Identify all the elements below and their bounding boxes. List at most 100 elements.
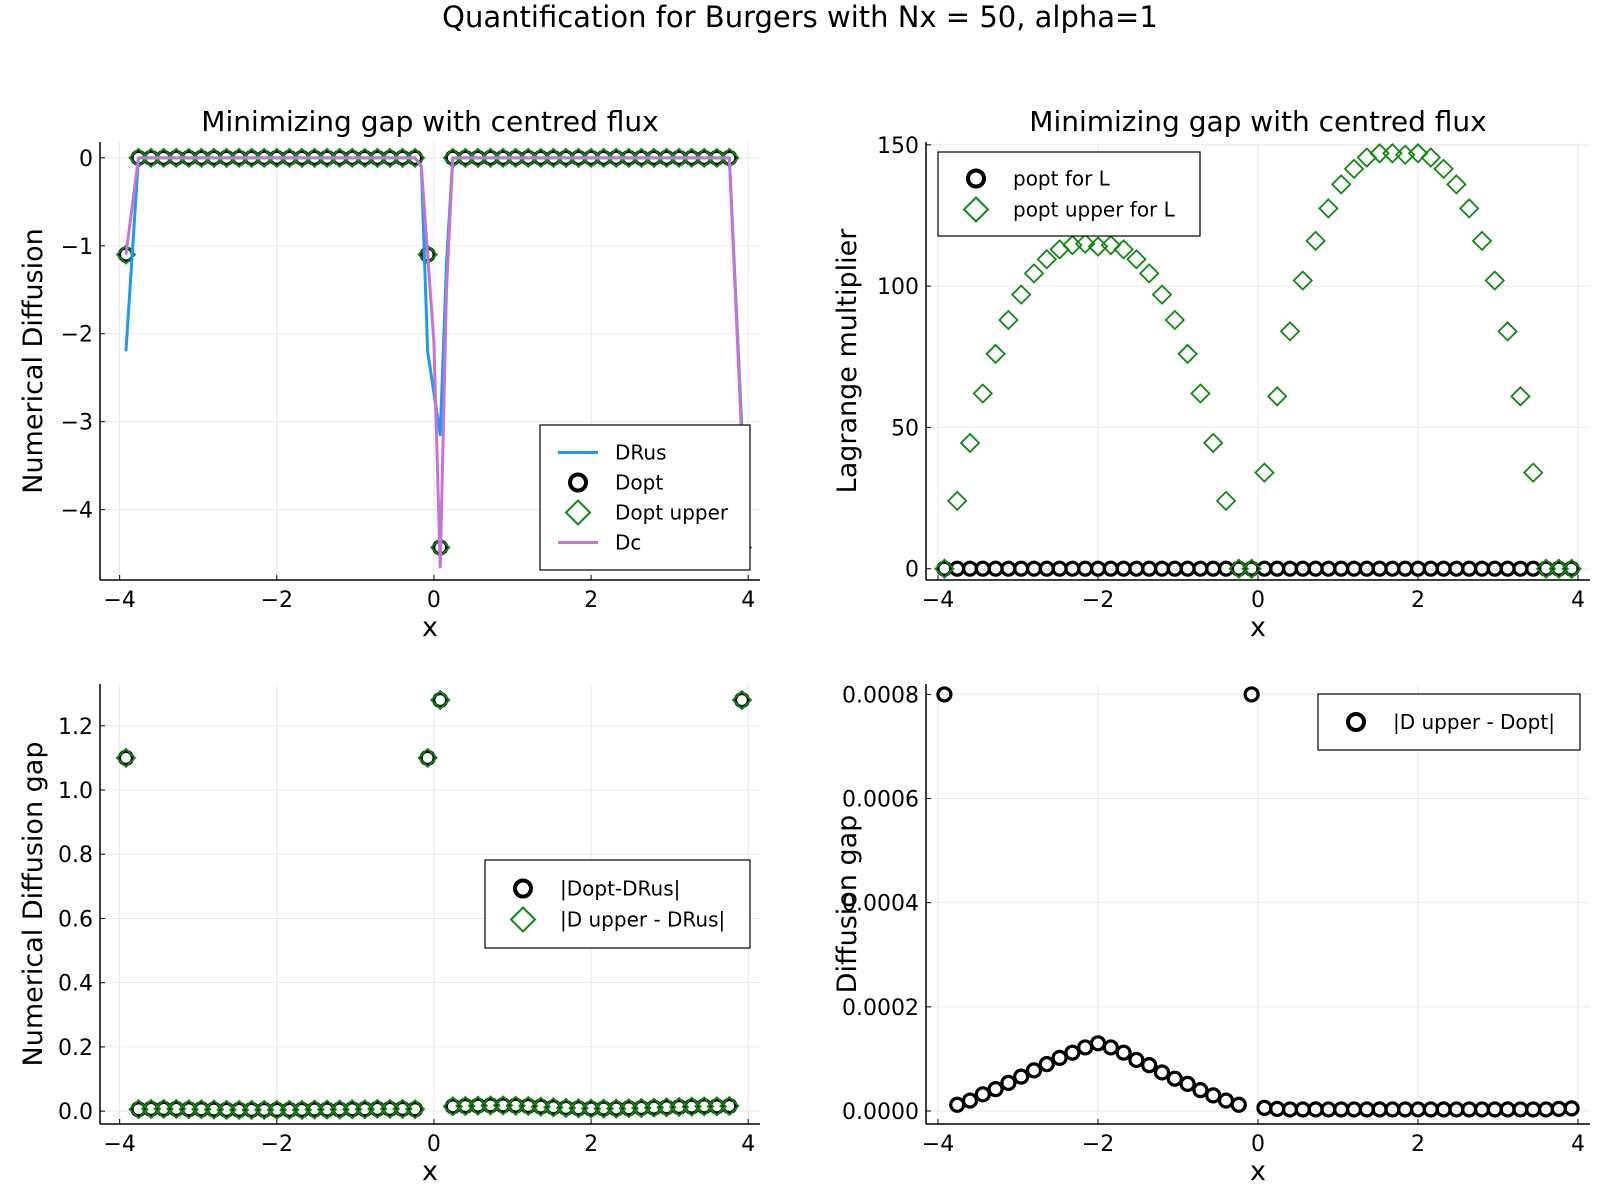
x-tick-label: −2	[261, 588, 293, 613]
y-tick-label: 50	[891, 416, 919, 441]
x-axis-label: x	[422, 1156, 438, 1187]
series-popt-upper-for-l-point	[1138, 263, 1160, 284]
series-d-upper-dopt-point	[1000, 1074, 1017, 1091]
series-popt-upper-for-l-point	[1074, 233, 1096, 255]
legend-label: |Dopt-DRus|	[560, 877, 680, 901]
y-axis-label: Numerical Diffusion gap	[18, 742, 49, 1067]
x-tick-label: −4	[922, 1132, 954, 1157]
series-popt-upper-for-l-point	[1151, 284, 1173, 305]
y-tick-label: 0.8	[58, 843, 93, 868]
series-d-upper-drus-point	[731, 689, 753, 711]
legend-label: popt upper for L	[1013, 198, 1176, 222]
x-tick-label: 2	[1411, 1132, 1425, 1157]
series-d-upper-dopt-point	[1115, 1044, 1132, 1061]
legend-box	[937, 151, 1201, 237]
series-d-upper-drus-point	[429, 689, 451, 711]
series-dopt-drus-point	[721, 1097, 738, 1115]
y-tick-label: 0.0000	[842, 1100, 919, 1125]
y-tick-label: 1.2	[58, 715, 93, 740]
legend-circle-icon	[1346, 712, 1366, 732]
series-d-upper-drus-point	[115, 747, 137, 769]
legend-circle-icon	[513, 878, 533, 899]
y-tick-label: −1	[61, 235, 93, 260]
chart-data-layer	[934, 143, 1582, 579]
series-d-upper-dopt-point	[1077, 1039, 1094, 1056]
y-tick-label: 0.4	[58, 972, 93, 997]
chart-legend: |Dopt-DRus| |D upper - DRus|	[484, 859, 751, 949]
legend-label: Dopt	[615, 471, 663, 495]
x-tick-label: 2	[584, 1132, 598, 1157]
series-d-upper-dopt-point	[1371, 1101, 1388, 1118]
series-popt-upper-for-l-point	[1036, 248, 1058, 270]
series-popt-upper-for-l-point	[1010, 284, 1032, 305]
series-popt-upper-for-l-point	[1420, 147, 1442, 168]
series-d-upper-dopt-point	[1499, 1101, 1516, 1118]
series-dc-line	[124, 156, 744, 569]
series-d-upper-dopt-point	[1358, 1101, 1375, 1118]
y-tick-label: 150	[877, 134, 919, 159]
series-d-upper-dopt-point	[1128, 1051, 1145, 1069]
legend-diamond-icon	[564, 499, 592, 526]
series-d-upper-dopt-point	[1051, 1049, 1068, 1066]
series-popt-upper-for-l-point	[1484, 270, 1506, 291]
x-axis-label: x	[1250, 612, 1266, 643]
y-tick-label: 0.0	[58, 1100, 93, 1125]
series-d-upper-dopt-point	[936, 686, 953, 703]
y-tick-label: 0.0002	[842, 996, 919, 1021]
series-dopt-drus-point	[733, 691, 751, 709]
series-d-upper-dopt-point	[1550, 1100, 1567, 1117]
x-tick-label: 4	[1571, 1132, 1585, 1157]
series-popt-upper-for-l-point	[1343, 158, 1365, 180]
series-popt-upper-for-l-point	[1279, 321, 1301, 342]
series-d-upper-dopt-point	[1537, 1101, 1555, 1118]
legend-box	[1317, 693, 1581, 751]
series-popt-upper-for-l-point	[946, 490, 968, 512]
series-popt-for-l-point	[1563, 560, 1580, 577]
y-axis-label: Numerical Diffusion	[18, 228, 49, 494]
y-tick-label: 0.6	[58, 907, 93, 932]
series-popt-upper-for-l-point	[1433, 158, 1454, 180]
series-d-upper-dopt-point	[1294, 1101, 1311, 1118]
series-d-upper-dopt-point	[1333, 1101, 1350, 1118]
series-popt-upper-for-l-point	[1522, 462, 1544, 483]
series-popt-upper-for-l-point	[1100, 234, 1122, 256]
y-tick-label: 0.0008	[842, 683, 919, 708]
series-d-upper-drus-point	[719, 1095, 740, 1117]
series-dopt-drus-point	[432, 691, 449, 709]
series-popt-upper-for-l-point	[1382, 143, 1403, 164]
series-popt-upper-for-l-point	[1497, 321, 1518, 342]
series-dopt-drus-point	[117, 749, 135, 766]
y-tick-label: 0	[79, 147, 93, 172]
chart-panel-3: −4 −2 0 2 4 0.0 0.2 0.4 0.6 0.8 1.0 1.2 x Numerical D…	[18, 684, 760, 1187]
x-tick-label: 0	[427, 1132, 441, 1157]
series-popt-upper-for-l-point	[1446, 174, 1467, 195]
legend-label: popt for L	[1013, 167, 1111, 191]
series-d-upper-dopt-point	[1230, 1096, 1247, 1113]
x-tick-label: 4	[741, 588, 755, 613]
legend-label: |D upper - DRus|	[560, 908, 725, 932]
series-d-upper-dopt-point	[1064, 1044, 1081, 1061]
y-tick-label: −2	[61, 323, 93, 348]
series-popt-upper-for-l-point	[1254, 462, 1275, 483]
series-d-upper-dopt-point	[987, 1081, 1004, 1098]
series-popt-upper-for-l-point	[1190, 383, 1211, 404]
series-popt-upper-for-l-point	[959, 432, 981, 454]
x-tick-label: −2	[1082, 588, 1114, 613]
legend-diamond-icon	[962, 196, 990, 223]
series-d-upper-dopt-point	[1384, 1101, 1401, 1118]
chart-panel-4: −4 −2 0 2 4 0.0000 0.0002 0.0004 0.0006 0.0008 x Di…	[832, 683, 1590, 1187]
series-popt-upper-for-l-point	[1202, 432, 1224, 454]
series-d-upper-dopt-point	[1179, 1075, 1196, 1093]
legend-label: Dopt upper	[615, 501, 729, 525]
series-d-upper-dopt-point	[1422, 1101, 1439, 1118]
series-popt-upper-for-l-point	[1126, 248, 1147, 270]
x-tick-label: 4	[1571, 588, 1585, 613]
series-popt-upper-for-l-point	[1164, 309, 1186, 331]
series-d-upper-dopt-point	[1205, 1087, 1222, 1104]
chart-legend: popt for L popt upper for L	[937, 151, 1201, 237]
series-dopt-upper-point	[404, 147, 426, 169]
series-d-upper-dopt-point	[1192, 1082, 1209, 1099]
x-tick-label: 0	[1251, 1132, 1265, 1157]
y-tick-label: 0.0006	[842, 788, 919, 813]
